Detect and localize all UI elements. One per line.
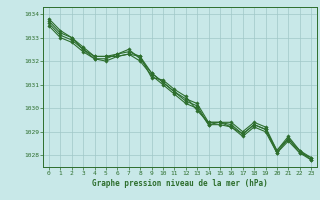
X-axis label: Graphe pression niveau de la mer (hPa): Graphe pression niveau de la mer (hPa)	[92, 179, 268, 188]
